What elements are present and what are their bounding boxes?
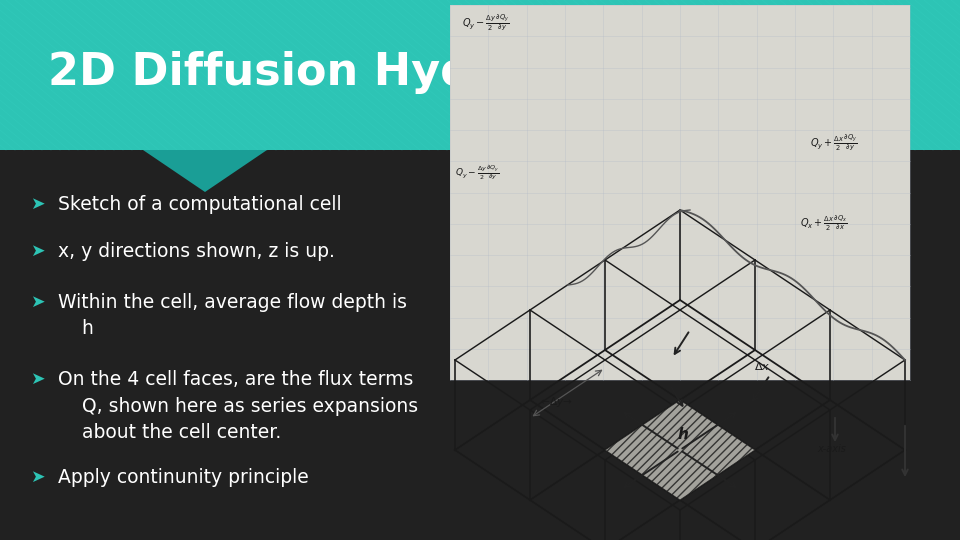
Text: ➤: ➤ [30,293,44,311]
Text: $\Delta x$: $\Delta x$ [755,360,771,372]
Text: ➤: ➤ [30,468,44,486]
Bar [450,5,910,380]
Text: h: h [678,427,688,442]
Bar [0,0,960,150]
Text: $\leftarrow\!\Delta y\!\rightarrow$: $\leftarrow\!\Delta y\!\rightarrow$ [538,395,573,409]
Polygon shape [605,400,755,500]
Text: x-axis: x-axis [818,444,847,454]
Text: On the 4 cell faces, are the flux terms
    Q, shown here as series expansions
 : On the 4 cell faces, are the flux terms … [58,370,419,442]
Text: 2D Diffusion Hydrodynamic Model: 2D Diffusion Hydrodynamic Model [48,51,902,93]
Text: $Q_x + \frac{\Delta x}{2}\frac{\partial Q_x}{\partial x}$: $Q_x + \frac{\Delta x}{2}\frac{\partial … [800,213,848,233]
Text: ➤: ➤ [30,370,44,388]
Text: $Q_y - \frac{\Delta y}{2}\frac{\partial Q_y}{\partial y}$: $Q_y - \frac{\Delta y}{2}\frac{\partial … [455,164,499,183]
Text: ➤: ➤ [30,242,44,260]
Text: Within the cell, average flow depth is
    h: Within the cell, average flow depth is h [58,293,407,339]
Text: x, y directions shown, z is up.: x, y directions shown, z is up. [58,242,335,261]
Text: ➤: ➤ [30,195,44,213]
Text: y-axis: y-axis [599,539,628,540]
Polygon shape [143,150,267,192]
Text: Sketch of a computational cell: Sketch of a computational cell [58,195,342,214]
Text: $Q_y - \frac{\Delta y}{2}\frac{\partial Q_y}{\partial y}$: $Q_y - \frac{\Delta y}{2}\frac{\partial … [462,12,510,33]
Text: $Q_y + \frac{\Delta x}{2}\frac{\partial Q_y}{\partial y}$: $Q_y + \frac{\Delta x}{2}\frac{\partial … [810,133,858,153]
Text: Apply continunity principle: Apply continunity principle [58,468,309,487]
